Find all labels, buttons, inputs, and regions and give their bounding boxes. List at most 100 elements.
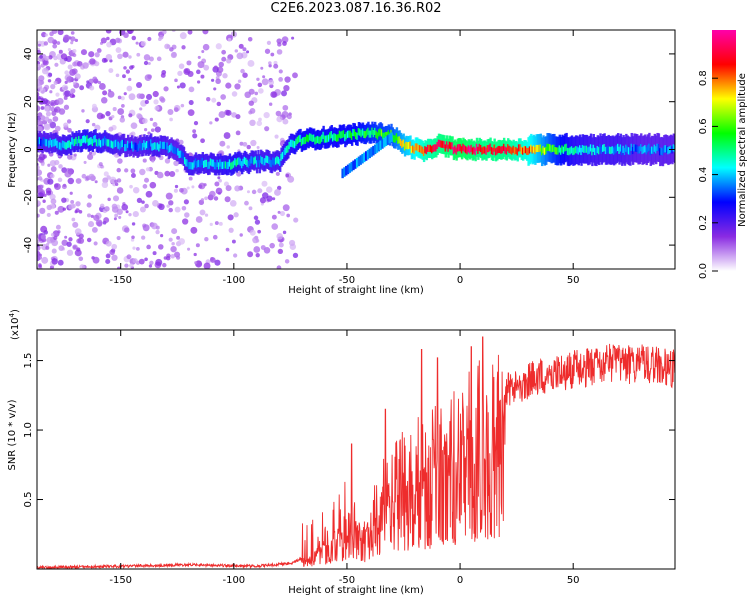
spectrogram-ridge-cell xyxy=(106,139,109,147)
spectrogram-noise-cell xyxy=(73,153,77,157)
spectrogram-ridge-cell xyxy=(521,147,525,155)
spectrogram-noise-cell xyxy=(51,258,58,265)
spectrogram-noise-cell xyxy=(49,90,53,94)
spectrogram-noise-cell xyxy=(136,93,143,99)
spectrogram-ridge-cell xyxy=(483,146,487,154)
spectrogram-noise-cell xyxy=(187,70,194,77)
spectrogram-ridge-cell xyxy=(169,144,172,153)
spectrogram-ridge-cell xyxy=(420,145,423,153)
spectrogram-branch-cell xyxy=(352,160,355,171)
spectrogram-noise-cell xyxy=(70,36,76,42)
spectrogram-ridge-cell xyxy=(555,147,559,155)
spectrogram-noise-cell xyxy=(178,238,185,245)
spectrogram-noise-cell xyxy=(199,209,206,216)
spectrogram-ridge-cell xyxy=(280,153,283,161)
spectrogram-noise-cell xyxy=(162,262,167,268)
spectrogram-ridge-cell xyxy=(516,148,519,156)
spectrogram-noise-cell xyxy=(62,207,66,211)
spectrogram-noise-cell xyxy=(152,90,159,98)
spectrogram-ridge-cell xyxy=(573,147,576,155)
spectrogram-noise-cell xyxy=(47,163,51,167)
spectrogram-ridge-cell xyxy=(542,146,545,154)
spectrogram-ridge-cell xyxy=(326,135,329,143)
spectrogram-ridge-cell xyxy=(424,146,427,154)
spectrogram-ridge-cell xyxy=(83,135,86,143)
spectrogram-noise-cell xyxy=(45,111,52,117)
spectrogram-noise-cell xyxy=(44,55,50,61)
spectrogram-ridge-cell xyxy=(565,143,568,151)
x-tick-label: -50 xyxy=(339,275,355,286)
spectrogram-noise-cell xyxy=(130,168,136,174)
spectrogram-ridge-cell xyxy=(477,146,480,154)
spectrogram-noise-cell xyxy=(100,97,108,104)
spectrogram-ridge-cell xyxy=(268,156,271,165)
spectrogram-noise-cell xyxy=(259,197,267,204)
spectrogram-noise-cell xyxy=(139,168,146,176)
spectrogram-noise-cell xyxy=(78,209,83,214)
spectrogram-noise-cell xyxy=(39,87,46,94)
spectrogram-noise-cell xyxy=(180,103,185,108)
spectrogram-noise-cell xyxy=(169,170,176,178)
spectrogram-noise-cell xyxy=(292,252,299,259)
spectrogram-noise-cell xyxy=(247,59,255,67)
spectrogram-ridge-cell xyxy=(532,145,536,153)
spectrogram-noise-cell xyxy=(122,74,126,79)
spectrogram-ridge-cell xyxy=(48,140,51,148)
spectrogram-noise-cell xyxy=(278,242,284,248)
spectrogram-ridge-cell xyxy=(186,159,190,167)
spectrogram-ridge-cell xyxy=(69,141,73,150)
spectrogram-noise-cell xyxy=(63,104,70,110)
spectrogram-ridge-cell xyxy=(239,158,243,166)
spectrogram-noise-cell xyxy=(127,30,134,34)
spectrogram-noise-cell xyxy=(66,76,73,83)
spectrogram-noise-cell xyxy=(79,264,85,269)
spectrogram-noise-cell xyxy=(111,203,118,210)
spectrogram-noise-cell xyxy=(57,205,65,213)
spectrogram-noise-cell xyxy=(163,86,169,92)
spectrogram-ridge-cell xyxy=(114,139,118,148)
spectrogram-noise-cell xyxy=(56,53,63,60)
colorbar-gradient xyxy=(712,30,736,271)
spectrogram-ridge-cell xyxy=(295,138,298,146)
spectrogram-noise-cell xyxy=(88,151,93,155)
spectrogram-ridge-cell xyxy=(631,146,635,155)
spectrogram-ridge-cell xyxy=(56,140,59,148)
spectrogram-noise-cell xyxy=(276,233,284,240)
spectrogram-noise-cell xyxy=(128,212,132,217)
spectrogram-ridge-cell xyxy=(174,146,177,155)
spectrogram-ridge-cell xyxy=(250,156,253,164)
spectrogram-noise-cell xyxy=(285,173,290,178)
spectrogram-noise-cell xyxy=(91,150,97,156)
spectrogram-ridge-cell xyxy=(608,146,612,154)
spectrogram-ridge-cell xyxy=(371,127,374,135)
spectrogram-ridge-cell xyxy=(122,139,126,147)
spectrogram-noise-cell xyxy=(58,49,63,54)
spectrogram-ridge-cell xyxy=(467,145,471,153)
spectrogram-ridge-cell xyxy=(642,146,646,154)
spectrogram-noise-cell xyxy=(132,210,139,218)
spectrogram-noise-cell xyxy=(64,70,69,75)
spectrogram-ridge-cell xyxy=(602,144,605,152)
spectrogram-noise-cell xyxy=(277,248,284,255)
spectrogram-noise-cell xyxy=(37,169,43,176)
spectrogram-noise-cell xyxy=(244,91,251,99)
spectrogram-ridge-cell xyxy=(407,142,411,150)
spectrogram-noise-cell xyxy=(168,200,174,206)
spectrogram-noise-cell xyxy=(37,91,40,97)
spectrogram-noise-cell xyxy=(111,243,118,250)
spectrogram-ridge-cell xyxy=(45,139,48,147)
spectrogram-noise-cell xyxy=(260,66,264,70)
spectrogram-noise-cell xyxy=(258,88,264,94)
spectrogram-noise-cell xyxy=(120,96,125,101)
spectrogram-noise-cell xyxy=(129,263,134,268)
spectrogram-noise-cell xyxy=(183,199,189,205)
spectrogram-noise-cell xyxy=(204,236,209,242)
spectrogram-ridge-cell xyxy=(412,145,415,153)
spectrogram-noise-cell xyxy=(168,207,173,213)
spectrogram-noise-cell xyxy=(252,236,259,244)
spectrogram-ridge-cell xyxy=(314,137,317,145)
spectrogram-noise-cell xyxy=(58,245,65,251)
snr-frame xyxy=(36,329,676,570)
spectrogram-ridge-cell xyxy=(527,147,530,156)
spectrogram-noise-cell xyxy=(191,185,195,189)
